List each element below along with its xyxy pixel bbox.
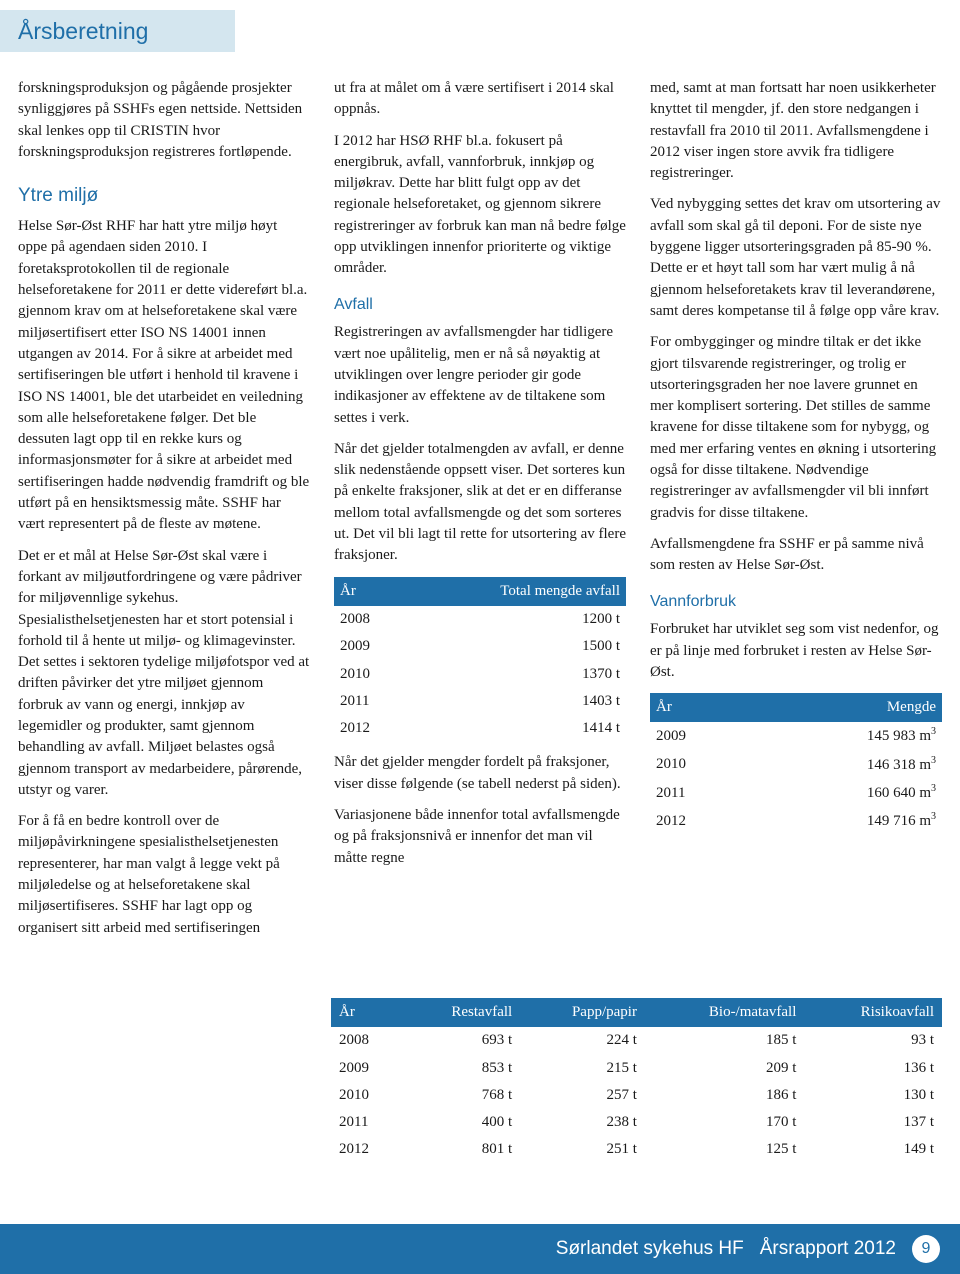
col2-p6: Variasjonene både innenfor total avfalls… (334, 805, 626, 869)
col3-p5: Forbruket har utviklet seg som vist nede… (650, 619, 942, 683)
vannforbruk-table: År Mengde 2009145 983 m3 2010146 318 m3 … (650, 693, 942, 835)
table-row: 20091500 t (334, 633, 626, 660)
col3-p2: Ved nybygging settes det krav om utsorte… (650, 194, 942, 322)
table-header: Risikoavfall (804, 998, 942, 1027)
column-2: ut fra at målet om å være sertifisert i … (334, 78, 626, 939)
col1-p4: For å få en bedre kontroll over de miljø… (18, 811, 310, 939)
table-row: 20101370 t (334, 661, 626, 688)
table-row: 2011160 640 m3 (650, 779, 942, 807)
table-row: 20121414 t (334, 715, 626, 742)
table-row: 2012801 t251 t125 t149 t (331, 1136, 942, 1163)
avfall-total-table: År Total mengde avfall 20081200 t 200915… (334, 577, 626, 743)
col3-p3: For ombygginger og mindre tiltak er det … (650, 332, 942, 524)
page-footer: Sørlandet sykehus HF Årsrapport 2012 9 (0, 1224, 960, 1274)
table-header: Bio-/matavfall (645, 998, 804, 1027)
col3-p1: med, samt at man fortsatt har noen usikk… (650, 78, 942, 184)
table-row: 2008693 t224 t185 t93 t (331, 1027, 942, 1054)
table-header: Mengde (750, 693, 942, 722)
column-1: forskningsproduksjon og pågående prosjek… (18, 78, 310, 939)
table-header: Restavfall (402, 998, 520, 1027)
col2-p3: Registreringen av avfallsmengder har tid… (334, 322, 626, 428)
col1-p2: Helse Sør-Øst RHF har hatt ytre miljø hø… (18, 216, 310, 535)
header-bar: Årsberetning (0, 10, 235, 52)
table-row: 2010146 318 m3 (650, 751, 942, 779)
table-row: 2010768 t257 t186 t130 t (331, 1082, 942, 1109)
footer-report: Årsrapport 2012 (760, 1236, 896, 1263)
table-header: År (331, 998, 402, 1027)
col3-heading-vannforbruk: Vannforbruk (650, 591, 942, 614)
table-header: Total mengde avfall (405, 577, 626, 606)
col1-p3: Det er et mål at Helse Sør-Øst skal være… (18, 546, 310, 802)
col2-heading-avfall: Avfall (334, 294, 626, 317)
table-header: Papp/papir (520, 998, 645, 1027)
table-header: År (334, 577, 405, 606)
col1-heading-ytre-miljo: Ytre miljø (18, 183, 310, 210)
table-row: 2009145 983 m3 (650, 722, 942, 750)
table-row: 2009853 t215 t209 t136 t (331, 1055, 942, 1082)
col2-p4: Når det gjelder totalmengden av avfall, … (334, 439, 626, 567)
column-3: med, samt at man fortsatt har noen usikk… (650, 78, 942, 939)
col1-p1: forskningsproduksjon og pågående prosjek… (18, 78, 310, 163)
col2-p2: I 2012 har HSØ RHF bl.a. fokusert på ene… (334, 131, 626, 280)
col2-p5: Når det gjelder mengder fordelt på fraks… (334, 752, 626, 795)
table-row: 2011400 t238 t170 t137 t (331, 1109, 942, 1136)
content-columns: forskningsproduksjon og pågående prosjek… (0, 52, 960, 939)
fractions-table-wrap: År Restavfall Papp/papir Bio-/matavfall … (331, 998, 942, 1164)
fractions-table: År Restavfall Papp/papir Bio-/matavfall … (331, 998, 942, 1164)
table-row: 2012149 716 m3 (650, 807, 942, 835)
table-row: 20081200 t (334, 606, 626, 633)
col3-p4: Avfallsmengdene fra SSHF er på samme niv… (650, 534, 942, 577)
page-title: Årsberetning (18, 15, 148, 48)
table-row: 20111403 t (334, 688, 626, 715)
page-number: 9 (912, 1235, 940, 1263)
col2-p1: ut fra at målet om å være sertifisert i … (334, 78, 626, 121)
footer-org: Sørlandet sykehus HF (556, 1236, 744, 1263)
table-header: År (650, 693, 750, 722)
